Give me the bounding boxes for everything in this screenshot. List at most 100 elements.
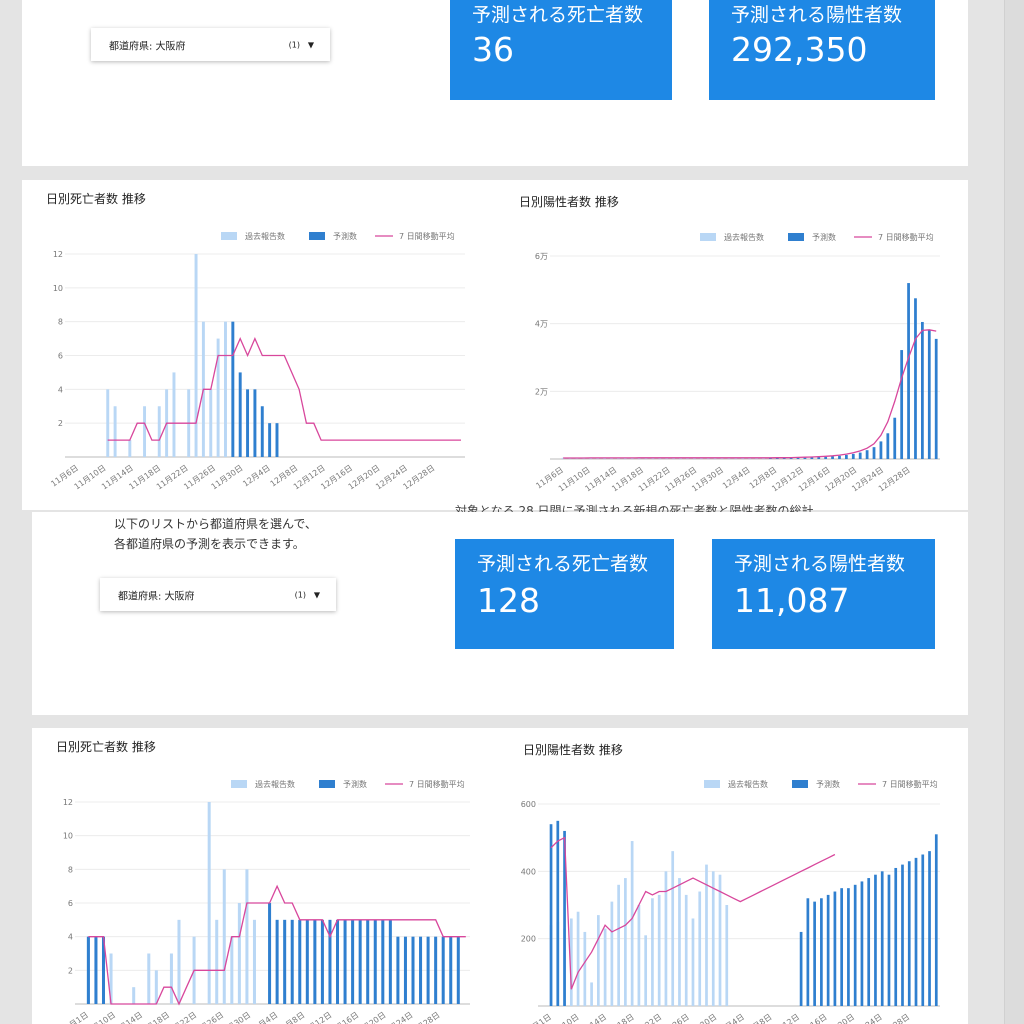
- bar-past: [252, 919, 256, 1004]
- legend-swatch-forecast: [792, 780, 808, 788]
- bar-past: [755, 458, 758, 459]
- bar-past: [727, 457, 731, 459]
- chevron-down-icon: ▼: [313, 590, 320, 599]
- kpi-positives-value: 292,350: [731, 30, 868, 69]
- legend-label-forecast: 予測数: [816, 779, 840, 789]
- kpi-deaths-label: 予測される死亡者数: [472, 4, 644, 26]
- bar-past: [245, 869, 249, 1004]
- bar-forecast: [927, 330, 931, 459]
- prefecture-dropdown[interactable]: 都道府県: 大阪府 (1) ▼: [91, 28, 330, 61]
- bar-past: [678, 878, 681, 1006]
- y-tick-label: 6: [68, 899, 73, 908]
- legend-label-past: 過去報告数: [245, 231, 285, 241]
- legend-label-past: 過去報告数: [728, 779, 768, 789]
- x-tick-label: 12月4日: [721, 465, 752, 490]
- bar-past: [657, 894, 661, 1006]
- bar-forecast: [838, 455, 841, 459]
- bar-forecast: [449, 936, 453, 1004]
- x-tick-label: 12月8日: [276, 1010, 307, 1024]
- bar-past: [106, 389, 110, 457]
- x-tick-label: 12月4日: [715, 1012, 746, 1024]
- kpi-positives-card-2: 予測される陽性者数 11,087: [712, 539, 935, 649]
- bar-forecast: [336, 919, 340, 1004]
- legend-label-ma: 7 日間移動平均: [878, 232, 934, 242]
- bar-forecast: [799, 931, 803, 1006]
- kpi-deaths-value-2: 128: [477, 581, 540, 620]
- bar-forecast: [845, 454, 848, 459]
- bar-past: [748, 458, 752, 459]
- legend-swatch-forecast: [309, 232, 325, 240]
- bar-past: [762, 457, 765, 459]
- bar-past: [222, 869, 226, 1004]
- chart-title-positives-2: 日別陽性者数 推移: [523, 743, 623, 757]
- description-text: 以下のリストから都道府県を選んで、 各都道府県の予測を表示できます。: [114, 514, 317, 554]
- legend-swatch-past: [700, 233, 716, 241]
- bar-forecast: [246, 389, 250, 457]
- bar-forecast: [381, 919, 385, 1004]
- legend-label-ma: 7 日間移動平均: [409, 779, 465, 789]
- x-tick-label: 12月4日: [241, 463, 272, 488]
- bar-forecast: [847, 888, 850, 1006]
- bar-forecast: [275, 919, 279, 1004]
- bar-past: [169, 953, 173, 1004]
- ma-line: [107, 336, 461, 441]
- bar-forecast: [810, 457, 814, 459]
- bar-forecast: [789, 457, 793, 459]
- chevron-down-icon: ▼: [307, 40, 314, 49]
- bar-forecast: [305, 919, 309, 1004]
- bar-past: [691, 918, 695, 1006]
- bar-forecast: [373, 919, 377, 1004]
- bar-forecast: [94, 936, 98, 1004]
- bar-past: [741, 457, 745, 459]
- bar-forecast: [934, 834, 938, 1006]
- bar-forecast: [253, 389, 257, 457]
- bar-forecast: [934, 338, 938, 459]
- bar-past: [157, 406, 161, 457]
- bar-forecast: [358, 919, 362, 1004]
- legend-label-forecast: 予測数: [343, 779, 367, 789]
- bar-past: [637, 905, 641, 1006]
- bar-past: [194, 254, 198, 457]
- bar-forecast: [921, 321, 924, 459]
- bar-past: [624, 878, 627, 1006]
- bar-forecast: [796, 457, 800, 459]
- x-tick-label: 11月1日: [59, 1010, 90, 1024]
- bar-past: [734, 457, 738, 459]
- scrollbar-track[interactable]: [1004, 0, 1024, 1024]
- bar-past: [172, 372, 176, 457]
- bar-past: [698, 891, 702, 1006]
- bar-past: [664, 871, 668, 1006]
- bar-forecast: [101, 936, 106, 1004]
- bar-forecast: [900, 350, 904, 459]
- legend-swatch-past: [221, 232, 237, 240]
- y-tick-label: 600: [521, 800, 536, 809]
- bar-past: [576, 911, 580, 1006]
- bar-forecast: [86, 936, 90, 1004]
- bar-past: [671, 851, 675, 1006]
- chart-title-deaths-1: 日別死亡者数 推移: [46, 192, 146, 206]
- bar-past: [603, 928, 607, 1006]
- y-tick-label: 8: [68, 865, 73, 874]
- bar-forecast: [907, 861, 911, 1006]
- bar-forecast: [351, 919, 355, 1004]
- y-tick-label: 2: [58, 419, 63, 428]
- bar-forecast: [803, 457, 807, 459]
- bar-forecast: [238, 372, 242, 457]
- bar-past: [207, 802, 211, 1004]
- y-tick-label: 6: [58, 352, 63, 361]
- legend-label-forecast: 予測数: [333, 231, 357, 241]
- legend-label-ma: 7 日間移動平均: [399, 231, 455, 241]
- bar-forecast: [769, 457, 772, 459]
- y-tick-label: 10: [53, 284, 63, 293]
- bar-past: [705, 864, 708, 1006]
- y-tick-label: 12: [53, 250, 63, 259]
- prefecture-dropdown-2[interactable]: 都道府県: 大阪府 (1) ▼: [100, 578, 336, 611]
- y-tick-label: 10: [63, 832, 73, 841]
- bar-forecast: [419, 936, 423, 1004]
- dropdown-label: 都道府県: 大阪府: [109, 41, 186, 52]
- bar-forecast: [840, 888, 844, 1006]
- y-tick-label: 12: [63, 798, 73, 807]
- bar-forecast: [456, 936, 460, 1004]
- bar-past: [132, 987, 136, 1004]
- bar-forecast: [411, 936, 415, 1004]
